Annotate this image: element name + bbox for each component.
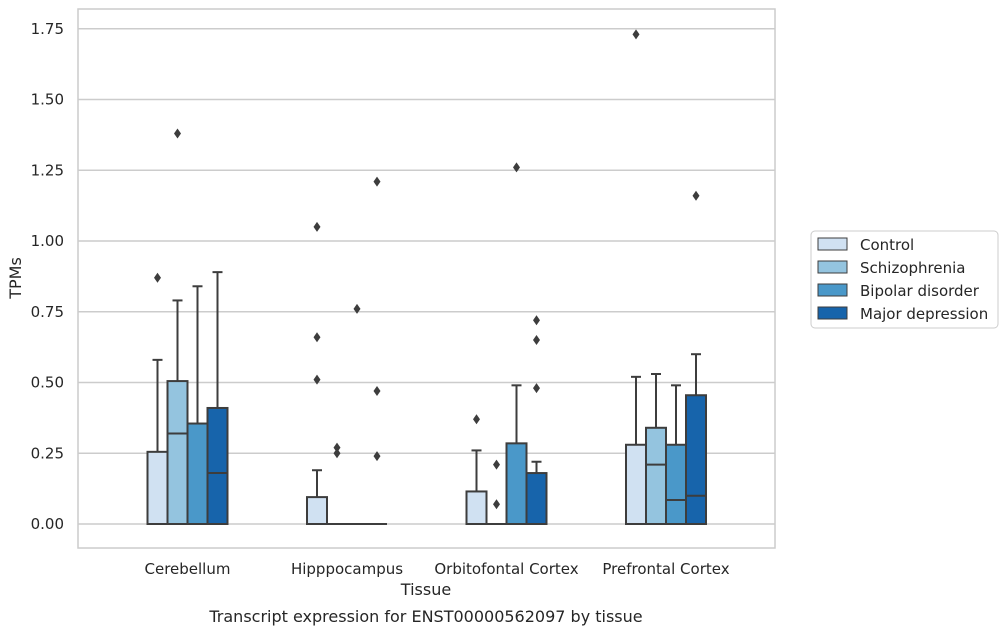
x-tick-label: Orbitofontal Cortex xyxy=(434,560,578,578)
box-bipolar-disorder xyxy=(186,285,209,525)
outlier-point xyxy=(154,272,161,283)
box xyxy=(166,380,189,525)
legend-swatch xyxy=(817,237,848,251)
y-tick-label: 0.00 xyxy=(31,515,64,533)
box-bipolar-disorder xyxy=(665,384,687,526)
y-axis-label: TPMs xyxy=(6,257,25,300)
outlier-point xyxy=(533,315,540,326)
box xyxy=(625,443,647,526)
box xyxy=(186,422,209,525)
box xyxy=(685,394,707,525)
y-tick-label: 0.50 xyxy=(31,374,64,392)
y-tick-label: 0.75 xyxy=(31,303,64,321)
outlier-point xyxy=(313,332,321,343)
y-tick-label: 1.25 xyxy=(31,161,64,179)
x-axis-label: Tissue xyxy=(400,580,451,599)
y-axis-ticks: 0.00 0.25 0.50 0.75 1.00 1.25 1.50 1.75 xyxy=(31,20,64,533)
plot-frame xyxy=(77,8,776,549)
box-control xyxy=(465,414,488,525)
y-tick-label: 0.25 xyxy=(31,444,64,462)
box xyxy=(465,490,488,525)
outlier-point xyxy=(313,221,321,232)
box-major-depression xyxy=(206,271,229,525)
legend: Control Schizophrenia Bipolar disorder Majo… xyxy=(810,230,999,329)
box-control xyxy=(306,221,328,525)
legend-swatch xyxy=(817,283,848,297)
outlier-point xyxy=(533,335,540,346)
box-bipolar-disorder xyxy=(347,303,367,525)
box xyxy=(206,406,229,525)
y-tick-label: 1.00 xyxy=(31,232,64,250)
box-schizophrenia xyxy=(645,373,667,525)
legend-swatch xyxy=(817,306,848,320)
box xyxy=(525,472,548,525)
legend-swatch xyxy=(817,260,848,274)
box-series xyxy=(146,29,707,526)
outlier-point xyxy=(333,448,341,459)
outlier-point xyxy=(313,374,321,385)
box-control xyxy=(146,272,169,525)
box-schizophrenia xyxy=(486,459,507,525)
outlier-point xyxy=(513,162,520,173)
box-schizophrenia xyxy=(327,442,347,525)
outlier-point xyxy=(373,451,381,462)
outlier-point xyxy=(632,29,640,40)
x-tick-label: Hipppocampus xyxy=(291,560,403,578)
x-axis-ticks: Cerebellum Hipppocampus Orbitofontal Corte… xyxy=(145,560,730,578)
outlier-point xyxy=(493,499,500,510)
legend-label: Schizophrenia xyxy=(860,259,965,277)
outlier-point xyxy=(373,385,381,396)
y-tick-label: 1.50 xyxy=(31,91,64,109)
box-major-depression xyxy=(685,190,707,525)
outlier-point xyxy=(174,128,181,139)
outlier-point xyxy=(533,383,540,394)
box xyxy=(306,496,328,525)
x-tick-label: Cerebellum xyxy=(145,560,231,578)
box xyxy=(665,443,687,526)
outlier-point xyxy=(353,303,361,314)
box-schizophrenia xyxy=(166,128,189,525)
outlier-point xyxy=(373,176,381,187)
outlier-point xyxy=(333,442,341,453)
box xyxy=(505,442,528,525)
box-control xyxy=(625,29,647,526)
box-bipolar-disorder xyxy=(505,162,528,525)
box-major-depression xyxy=(367,176,387,525)
legend-label: Bipolar disorder xyxy=(860,282,980,300)
legend-frame xyxy=(810,230,999,329)
outlier-point xyxy=(692,190,700,201)
x-tick-label: Prefrontal Cortex xyxy=(602,560,729,578)
legend-label: Control xyxy=(860,236,914,254)
outlier-point xyxy=(493,459,500,470)
y-tick-label: 1.75 xyxy=(31,20,64,38)
outlier-point xyxy=(473,414,480,425)
box-major-depression xyxy=(525,315,548,525)
box xyxy=(645,426,667,525)
box xyxy=(146,450,169,525)
legend-label: Major depression xyxy=(860,305,988,323)
chart-caption: Transcript expression for ENST0000056209… xyxy=(208,607,642,626)
